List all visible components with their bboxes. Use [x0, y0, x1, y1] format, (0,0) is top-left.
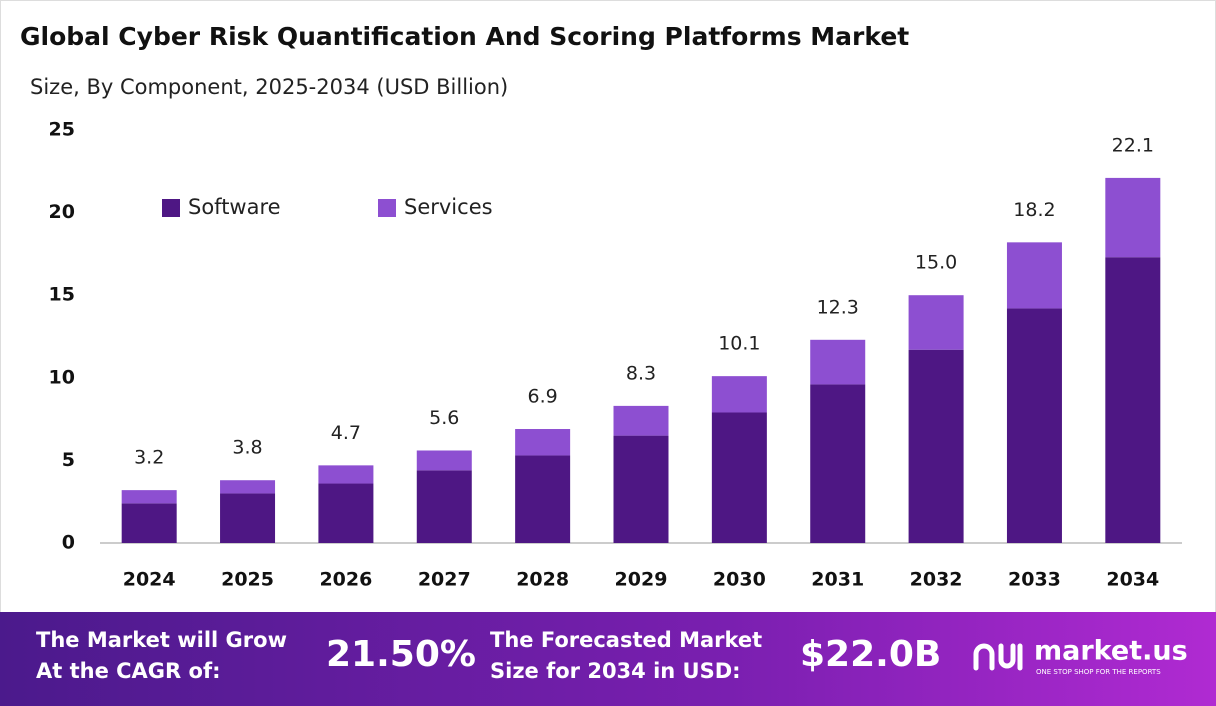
total-label: 15.0 [915, 252, 957, 274]
bar-segment [220, 493, 276, 543]
legend-swatch [378, 199, 396, 217]
bar-segment [711, 412, 767, 543]
bar-segment [711, 376, 767, 413]
bar-segment [121, 503, 177, 543]
y-tick-label: 15 [49, 284, 75, 306]
forecast-text: Size for 2034 in USD: [490, 659, 741, 683]
legend-swatch [162, 199, 180, 217]
total-label: 3.8 [232, 437, 262, 459]
x-tick-label: 2031 [811, 569, 864, 591]
legend-label: Services [404, 195, 493, 219]
total-label: 10.1 [718, 333, 760, 355]
total-label: 4.7 [331, 422, 361, 444]
y-tick-label: 10 [49, 366, 75, 388]
x-tick-label: 2025 [221, 569, 274, 591]
total-label: 6.9 [528, 386, 558, 408]
y-tick-label: 20 [49, 201, 75, 223]
x-tick-label: 2028 [516, 569, 569, 591]
bar-segment [416, 470, 472, 543]
legend-label: Software [188, 195, 281, 219]
bar-segment [810, 339, 866, 385]
cagr-text: At the CAGR of: [36, 659, 221, 683]
total-label: 18.2 [1013, 199, 1055, 221]
chart-title: Global Cyber Risk Quantification And Sco… [20, 22, 909, 51]
bar-segment [908, 295, 964, 350]
total-label: 22.1 [1112, 134, 1154, 156]
bar-segment [416, 450, 472, 471]
bar-segment [318, 465, 374, 484]
cagr-value: 21.50% [326, 634, 476, 675]
x-tick-label: 2024 [123, 569, 176, 591]
bar-segment [908, 349, 964, 543]
x-tick-label: 2029 [615, 569, 668, 591]
y-tick-label: 5 [62, 449, 75, 471]
cagr-text: The Market will Grow [36, 628, 287, 652]
brand-logo [973, 643, 1023, 671]
brand-tagline: ONE STOP SHOP FOR THE REPORTS [1036, 668, 1161, 676]
bar-segment [515, 429, 571, 456]
forecast-value: $22.0B [800, 634, 941, 675]
x-tick-label: 2033 [1008, 569, 1061, 591]
bar-segment [220, 480, 276, 494]
bar-segment [121, 490, 177, 504]
bar-segment [318, 483, 374, 543]
x-tick-label: 2032 [910, 569, 963, 591]
total-label: 8.3 [626, 362, 656, 384]
brand-name: market.us [1034, 636, 1188, 667]
total-label: 5.6 [429, 407, 459, 429]
x-tick-label: 2027 [418, 569, 471, 591]
bar-segment [1006, 242, 1062, 309]
bar-segment [1006, 308, 1062, 543]
forecast-text: The Forecasted Market [490, 628, 762, 652]
total-label: 3.2 [134, 447, 164, 469]
x-tick-label: 2030 [713, 569, 766, 591]
bar-segment [1105, 177, 1161, 258]
y-tick-label: 0 [62, 532, 75, 554]
chart-subtitle: Size, By Component, 2025-2034 (USD Billi… [30, 75, 508, 99]
bar-segment [613, 405, 669, 436]
x-tick-label: 2034 [1106, 569, 1159, 591]
bar-segment [1105, 257, 1161, 543]
bar-segment [613, 435, 669, 543]
y-tick-label: 25 [49, 119, 75, 141]
x-tick-label: 2026 [319, 569, 372, 591]
bar-segment [515, 455, 571, 543]
total-label: 12.3 [817, 296, 859, 318]
bar-segment [810, 384, 866, 543]
